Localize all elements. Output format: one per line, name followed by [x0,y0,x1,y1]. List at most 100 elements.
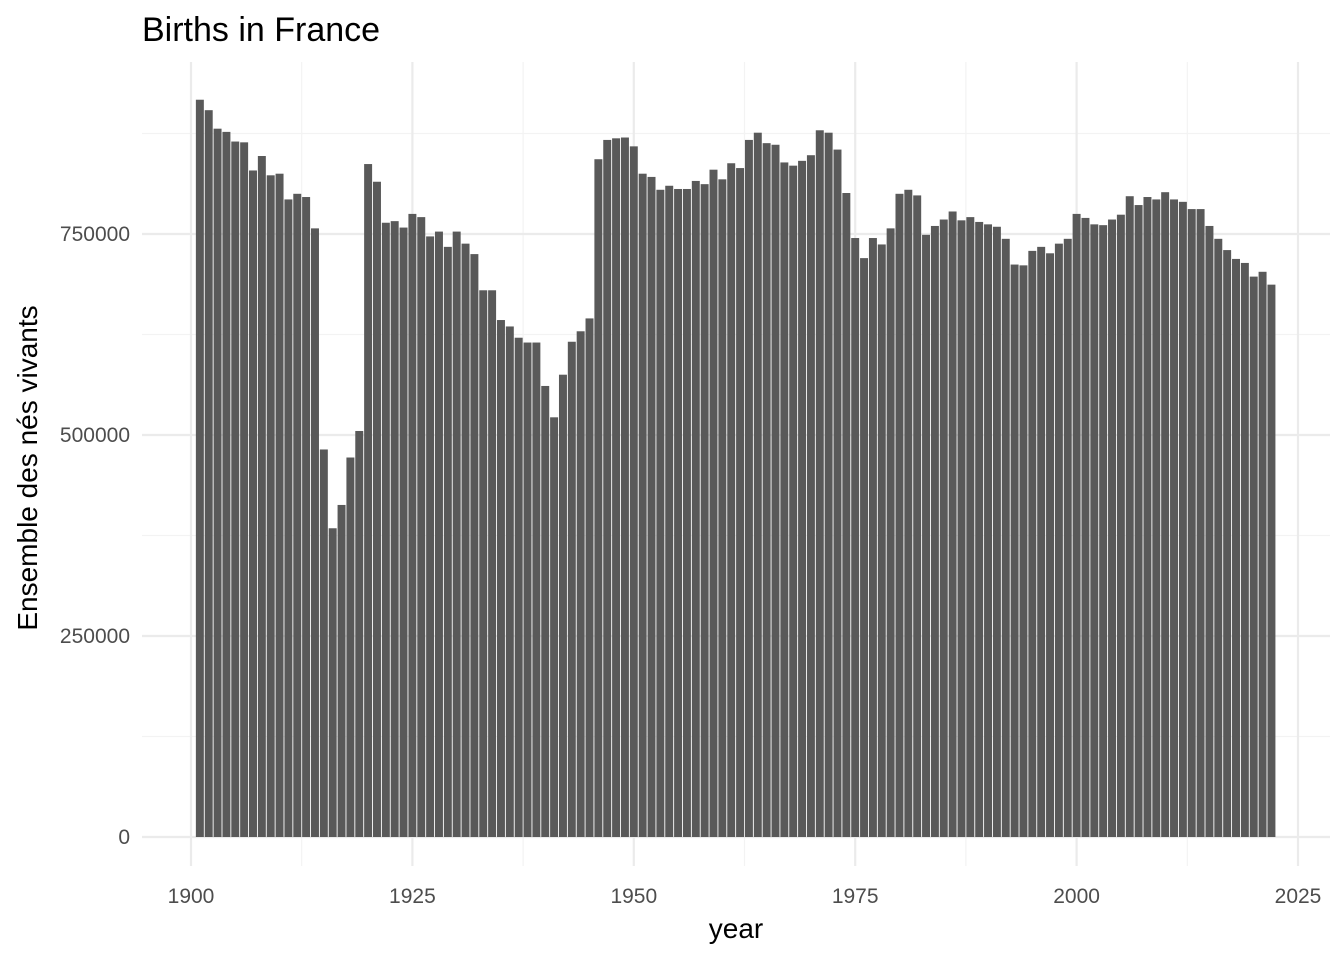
bar-1951 [638,173,647,837]
bar-1964 [753,132,762,837]
y-tick-label: 250000 [60,625,130,648]
bar-1947 [603,139,612,837]
bar-2001 [1081,217,1090,838]
bar-2010 [1161,192,1170,837]
bar-1907 [249,170,257,838]
bar-1963 [744,139,753,837]
bar-1921 [372,181,381,838]
bar-1950 [629,146,638,838]
bar-1983 [922,234,931,838]
chart-title: Births in France [142,11,380,49]
bar-2015 [1205,225,1214,837]
bar-1914 [311,228,319,837]
bar-1931 [461,243,470,837]
x-tick-label: 1925 [389,885,436,908]
bar-1985 [939,219,948,837]
bar-1910 [275,173,284,837]
bar-1909 [266,175,275,837]
bar-1918 [346,457,355,837]
bar-2018 [1232,258,1240,837]
bar-1913 [302,197,311,837]
y-tick-labels: 0 250000 500000 750000 [60,223,130,849]
bar-1929 [443,246,452,838]
bar-1946 [594,159,603,838]
bar-1922 [381,222,390,838]
bar-1938 [523,342,532,837]
bar-1954 [665,185,674,837]
bar-1982 [913,195,922,837]
bar-2020 [1249,276,1258,837]
bar-1905 [231,141,240,838]
bar-2013 [1187,209,1196,837]
bar-1927 [426,236,435,837]
bar-1945 [585,318,594,837]
bar-1941 [550,417,559,837]
bars [195,99,1276,838]
bar-1974 [842,193,851,837]
bar-1902 [204,110,213,838]
bar-1904 [222,131,231,837]
bar-2005 [1116,214,1125,837]
bar-1943 [567,341,576,837]
bar-2016 [1214,238,1223,837]
bar-1966 [771,144,780,837]
bar-2000 [1072,213,1081,837]
bar-1975 [851,238,860,837]
bar-2019 [1240,262,1249,837]
bar-1962 [736,168,745,837]
bar-2022 [1267,284,1276,837]
bar-1978 [877,244,886,837]
bar-2007 [1134,205,1143,837]
bar-1923 [390,221,399,837]
bar-1969 [798,160,807,838]
bar-1979 [886,228,895,837]
bar-1961 [727,163,736,837]
bar-1933 [479,290,488,837]
bar-1953 [656,189,665,837]
bar-1976 [860,258,869,837]
bar-1920 [364,164,373,838]
bar-1912 [293,193,302,838]
bar-2014 [1196,209,1205,837]
bar-1955 [674,188,683,838]
bar-1997 [1046,253,1055,838]
bar-1915 [319,449,328,837]
x-tick-label: 2025 [1275,885,1322,908]
bar-1944 [576,331,585,837]
bar-1940 [541,385,550,837]
bar-1987 [957,220,966,837]
bar-2012 [1178,201,1187,838]
bar-1930 [452,231,461,838]
bar-1939 [532,342,541,837]
bar-2006 [1125,196,1134,837]
bar-1948 [612,138,621,837]
y-tick-label: 750000 [60,223,130,246]
bar-1989 [975,221,984,837]
bar-2021 [1258,271,1267,837]
bar-1991 [992,226,1001,837]
bar-1996 [1037,246,1046,838]
bar-1925 [408,213,417,837]
bar-1990 [984,224,993,838]
x-tick-labels: 1900 1925 1950 1975 2000 2025 [168,885,1322,908]
bar-1988 [966,217,975,837]
x-tick-label: 1950 [610,885,657,908]
y-tick-label: 500000 [60,424,130,447]
x-tick-label: 1900 [168,885,215,908]
bar-2009 [1152,199,1161,837]
bar-1956 [682,188,691,838]
bar-1937 [514,337,523,837]
bar-1932 [470,254,479,838]
bar-1980 [895,193,904,838]
bar-2003 [1099,225,1108,837]
bar-1971 [815,130,824,837]
bar-1949 [620,137,629,837]
bar-1968 [789,165,798,837]
bar-1911 [284,199,293,837]
bar-1981 [904,189,913,837]
bar-1903 [213,128,222,837]
bar-1917 [337,504,346,837]
bar-1965 [762,143,771,837]
bar-2002 [1090,224,1099,838]
